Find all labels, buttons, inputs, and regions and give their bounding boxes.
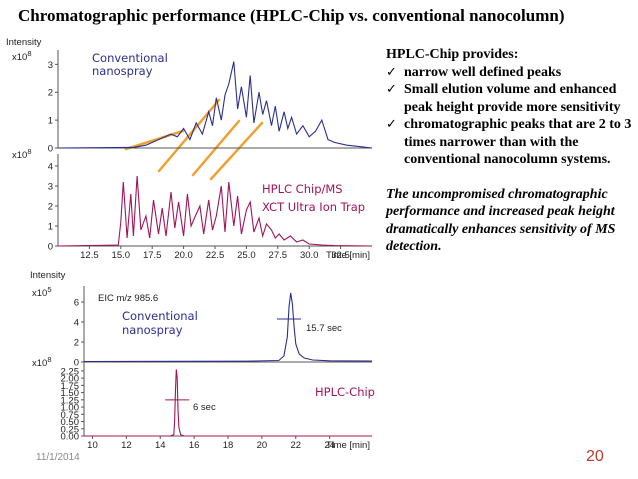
x-axis-title: Time [min] [326,250,370,261]
x-tick-label: 20.0 [174,250,193,261]
x-tick-label: 22.5 [206,250,225,261]
y-tick-label: 0.00 [61,432,80,443]
x-tick-label: 18 [223,440,234,451]
slide-title: Chromatographic performance (HPLC-Chip v… [18,6,565,25]
x-tick-label: 12 [121,440,132,451]
x-tick-label: 32.5 [331,250,350,261]
y-tick-label: 3 [48,182,53,193]
chip-trace [57,175,373,247]
y-axis-title: Intensity [6,37,42,48]
y-exponent-label: x105 [32,285,52,299]
series-label: Conventional [92,51,168,65]
y-exponent-label: x108 [12,49,32,63]
y-tick-label: 2 [74,338,79,349]
x-tick-label: 20 [257,440,268,451]
check-icon: ✓ [386,64,397,80]
peak-connector-line [124,129,185,151]
bullet-elution-volume: ✓ Small elution volume and enhanced peak … [386,82,621,115]
peak-width-label: 6 sec [193,402,216,413]
y-axis-title: Intensity [30,270,66,281]
y-tick-label: 0.25 [61,424,80,435]
x-tick-label: 25.0 [237,250,256,261]
y-tick-label: 1 [48,222,53,233]
y-tick-label: 2.00 [61,374,80,385]
y-tick-label: 6 [74,298,79,309]
y-tick-label: 1.50 [61,388,80,399]
series-label: XCT Ultra Ion Trap [262,200,365,214]
notes-conclusion: The uncompromised chromatographic perfor… [386,186,616,255]
bullet-narrow-peaks: ✓ narrow well defined peaks [386,64,562,80]
bullet-narrower-peaks: ✓ chromatographic peaks that are 2 to 3 t… [386,117,632,167]
notes-panel: HPLC-Chip provides: ✓ narrow well defined… [386,46,636,256]
y-tick-label: 2.25 [61,366,80,377]
chip-eic-trace [84,369,372,437]
y-tick-label: 3 [48,60,53,71]
conventional-trace [57,61,373,149]
y-tick-label: 1.75 [61,381,80,392]
x-tick-label: 10 [87,440,98,451]
series-label: nanospray [92,64,153,78]
y-tick-label: 4 [48,162,53,173]
page-number: 20 [586,448,604,465]
x-tick-label: 12.5 [80,250,99,261]
conventional-eic-trace [83,292,373,363]
x-tick-label: 15.0 [112,250,131,261]
x-axis-title: Time [min] [326,440,370,451]
series-label: nanospray [122,323,183,337]
check-icon: ✓ [386,117,397,132]
y-tick-label: 2 [48,202,53,213]
x-tick-label: 22 [290,440,301,451]
y-tick-label: 0.75 [61,410,80,421]
check-icon: ✓ [386,82,397,97]
y-tick-label: 0 [48,144,53,155]
y-tick-label: 4 [74,318,79,329]
notes-heading: HPLC-Chip provides: [386,47,519,62]
y-tick-label: 0 [74,358,79,369]
y-tick-label: 1 [48,116,53,127]
notes-bullet-list: ✓ narrow well defined peaks ✓ Small elutio… [386,64,636,169]
x-tick-label: 27.5 [269,250,288,261]
x-tick-label: 24 [324,440,335,451]
x-tick-label: 14 [155,440,166,451]
y-tick-label: 1.25 [61,395,80,406]
y-tick-label: 0.50 [61,417,80,428]
x-tick-label: 16 [189,440,200,451]
series-label: HPLC Chip/MS [262,182,343,196]
y-tick-label: 2 [48,88,53,99]
series-label: HPLC-Chip [315,385,375,399]
eic-label: EIC m/z 985.6 [98,293,158,304]
y-tick-label: 1.00 [61,403,80,414]
series-label: Conventional [122,309,198,323]
y-exponent-label: x108 [32,355,52,369]
x-tick-label: 17.5 [143,250,162,261]
y-exponent-label: x108 [12,147,32,161]
peak-width-label: 15.7 sec [306,323,342,334]
x-tick-label: 30.0 [300,250,319,261]
slide-date: 11/1/2014 [36,452,80,463]
peak-connector-line [209,121,264,181]
y-tick-label: 0 [48,242,53,253]
